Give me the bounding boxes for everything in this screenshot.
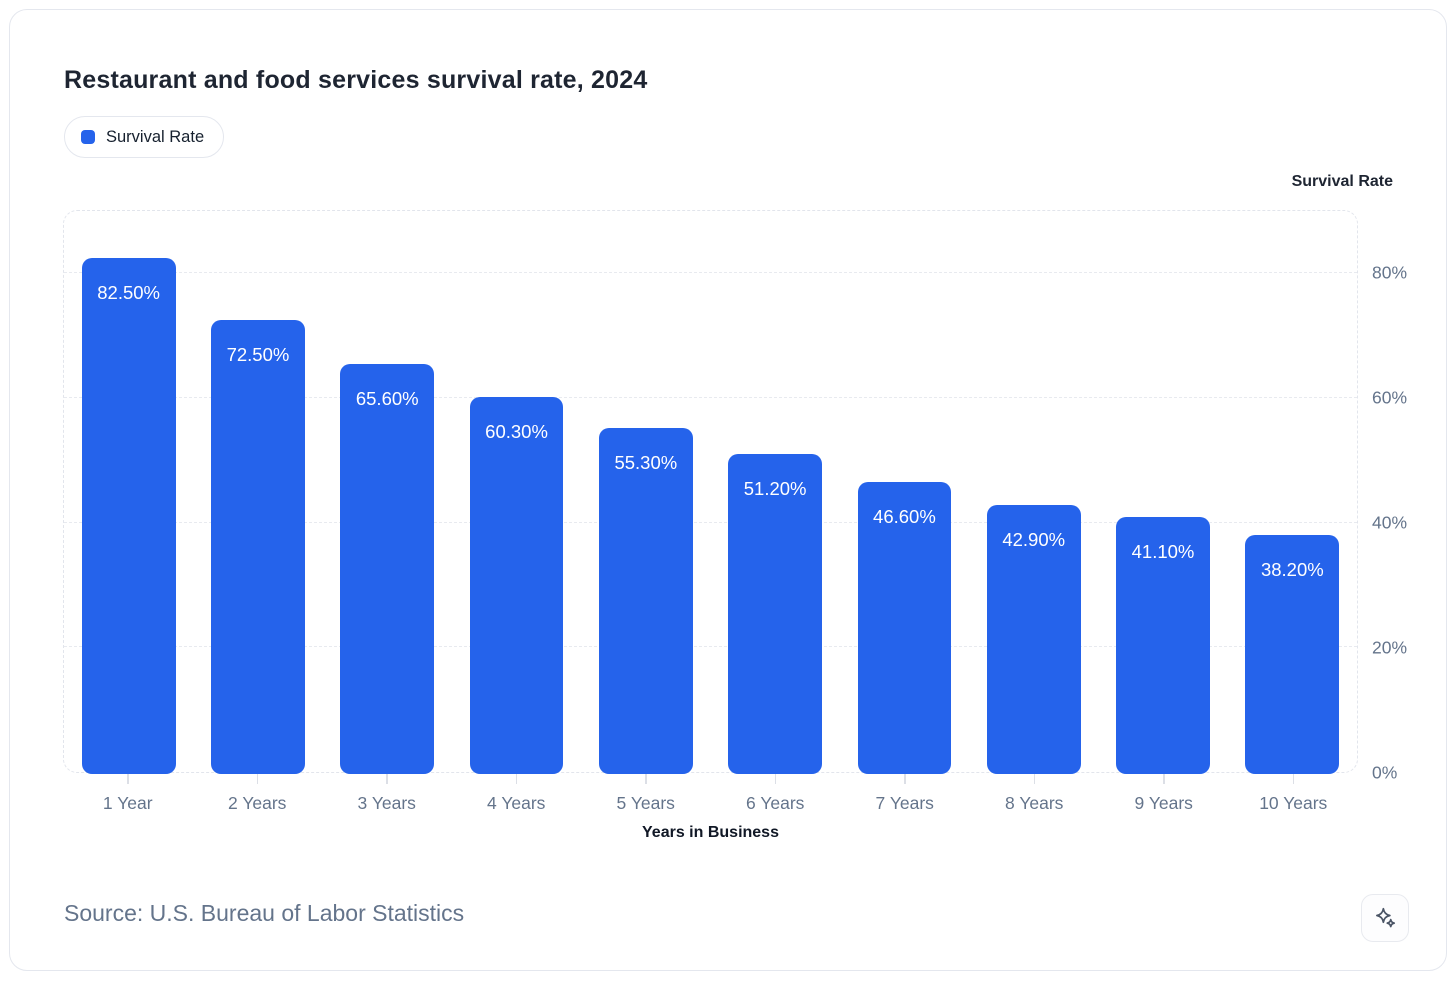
x-slot-10 Years: 10 Years: [1229, 774, 1359, 814]
bar-value-label: 65.60%: [355, 387, 419, 409]
bars-container: 82.50% 72.50% 65.60% 60.30% 55.30% 51.20% 46.6…: [64, 211, 1357, 774]
x-tick-mark: [256, 774, 258, 784]
x-tick-label-1 Year: 1 Year: [102, 793, 153, 813]
x-tick-label-10 Years: 10 Years: [1259, 793, 1328, 813]
bar-value-label: 72.50%: [226, 344, 290, 366]
bar-slot-4 Years: 60.30%: [452, 211, 581, 774]
bar-value-label: 82.50%: [97, 281, 161, 303]
x-axis-title: Years in Business: [642, 824, 779, 841]
bar-slot-5 Years: 55.30%: [581, 211, 710, 774]
x-slot-9 Years: 9 Years: [1099, 774, 1229, 814]
source-text: Source: U.S. Bureau of Labor Statistics: [64, 900, 465, 926]
sparkles-icon: [1376, 907, 1396, 928]
x-slot-6 Years: 6 Years: [711, 774, 841, 814]
x-slot-4 Years: 4 Years: [452, 774, 582, 814]
bar-value-label: 46.60%: [873, 506, 936, 528]
y-axis-title: Survival Rate: [1291, 173, 1393, 190]
bar-7 Years[interactable]: 46.60%: [857, 482, 952, 774]
bar-2 Years[interactable]: 72.50%: [211, 320, 305, 774]
x-tick-label-8 Years: 8 Years: [1005, 793, 1064, 813]
x-tick-mark: [1292, 774, 1294, 784]
bar-value-label: 42.90%: [1002, 529, 1066, 551]
bar-slot-6 Years: 51.20%: [710, 211, 839, 774]
bar-value-label: 38.20%: [1260, 558, 1324, 580]
y-tick-label-0%: 0%: [1372, 762, 1398, 783]
bar-slot-3 Years: 65.60%: [323, 211, 452, 774]
chart-title: Restaurant and food services survival ra…: [64, 66, 648, 94]
x-tick-mark: [127, 774, 129, 784]
bar-1 Year[interactable]: 82.50%: [81, 257, 176, 774]
bar-8 Years[interactable]: 42.90%: [986, 505, 1081, 774]
gridline-20: [64, 646, 1357, 648]
chart-card: Restaurant and food services survival ra…: [9, 9, 1447, 971]
x-tick-mark: [645, 774, 647, 784]
bar-value-label: 55.30%: [614, 451, 678, 473]
y-tick-label-20%: 20%: [1372, 637, 1408, 658]
y-tick-label-40%: 40%: [1372, 512, 1408, 533]
bar-10 Years[interactable]: 38.20%: [1245, 534, 1340, 774]
x-tick-label-9 Years: 9 Years: [1134, 793, 1193, 813]
x-slot-8 Years: 8 Years: [970, 774, 1100, 814]
bar-value-label: 41.10%: [1131, 540, 1195, 562]
x-tick-mark: [1163, 774, 1165, 784]
x-tick-label-2 Years: 2 Years: [228, 793, 287, 813]
x-tick-mark: [515, 774, 517, 784]
bar-slot-1 Year: 82.50%: [64, 211, 193, 774]
bar-9 Years[interactable]: 41.10%: [1116, 516, 1210, 774]
y-tick-label-60%: 60%: [1372, 387, 1408, 408]
bar-3 Years[interactable]: 65.60%: [340, 363, 435, 774]
y-tick-label-80%: 80%: [1372, 262, 1408, 283]
x-axis: 1 Year 2 Years 3 Years 4 Years 5 Years 6 Year…: [63, 774, 1358, 814]
x-slot-2 Years: 2 Years: [193, 774, 323, 814]
x-tick-label-3 Years: 3 Years: [357, 793, 416, 813]
x-tick-label-6 Years: 6 Years: [746, 793, 805, 813]
legend-swatch-icon: [81, 130, 95, 144]
x-slot-1 Year: 1 Year: [63, 774, 193, 814]
plot-area: 82.50% 72.50% 65.60% 60.30% 55.30% 51.20% 46.6…: [63, 210, 1358, 774]
bar-slot-8 Years: 42.90%: [969, 211, 1098, 774]
gridline-60: [64, 397, 1357, 398]
x-tick-label-4 Years: 4 Years: [487, 793, 546, 813]
x-tick-mark: [1033, 774, 1035, 784]
bar-slot-10 Years: 38.20%: [1228, 211, 1357, 774]
gridline-80: [64, 272, 1357, 274]
legend-item-survival-rate[interactable]: Survival Rate: [64, 116, 225, 158]
x-slot-5 Years: 5 Years: [581, 774, 711, 814]
x-slot-7 Years: 7 Years: [840, 774, 970, 814]
bar-4 Years[interactable]: 60.30%: [469, 396, 564, 774]
y-axis-tick-labels: 0% 20% 40% 60% 80%: [1372, 210, 1442, 782]
gridline-40: [64, 521, 1357, 523]
bar-value-label: 60.30%: [485, 420, 548, 442]
bar-6 Years[interactable]: 51.20%: [728, 453, 822, 774]
bar-slot-2 Years: 72.50%: [193, 211, 322, 774]
x-tick-label-7 Years: 7 Years: [875, 793, 934, 813]
legend-label: Survival Rate: [106, 127, 205, 146]
x-tick-mark: [386, 774, 388, 784]
x-tick-mark: [904, 774, 906, 784]
x-tick-mark: [774, 774, 776, 784]
x-tick-label-5 Years: 5 Years: [616, 793, 675, 813]
bar-5 Years[interactable]: 55.30%: [598, 427, 693, 774]
ai-sparkles-button[interactable]: [1361, 894, 1409, 942]
x-slot-3 Years: 3 Years: [322, 774, 452, 814]
bar-slot-7 Years: 46.60%: [840, 211, 969, 774]
bar-value-label: 51.20%: [743, 477, 807, 499]
bar-slot-9 Years: 41.10%: [1098, 211, 1227, 774]
